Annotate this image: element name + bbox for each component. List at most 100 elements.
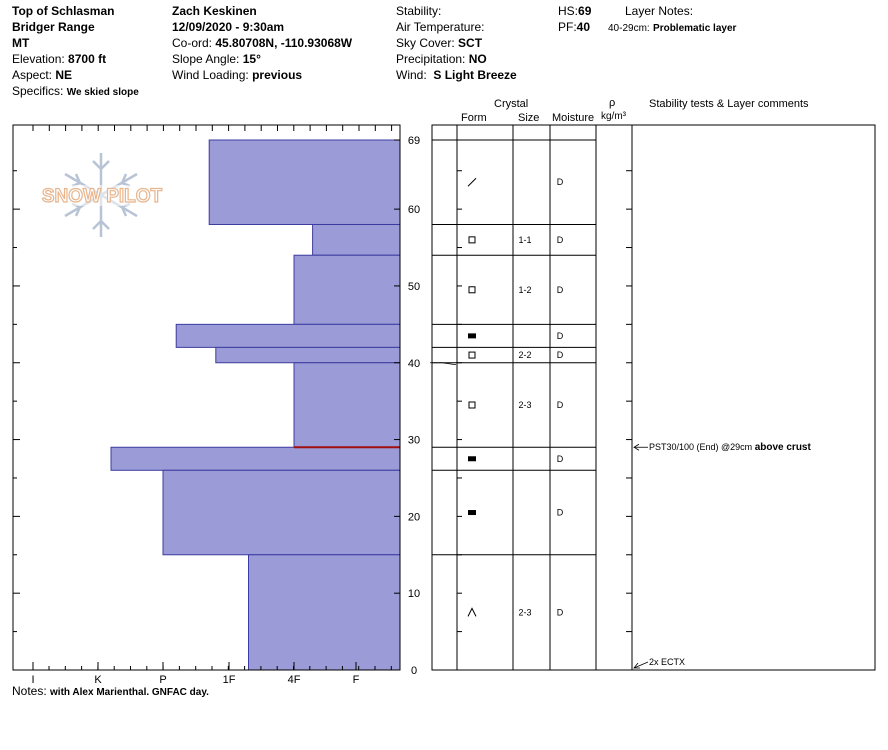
snowpack-info: HS:69 PF:40 — [558, 3, 591, 35]
hs-value: 69 — [578, 4, 592, 18]
coord-label: Co-ord: — [172, 36, 213, 50]
faceted-crystal-icon — [468, 236, 476, 244]
stability-test-comment: above crust — [755, 442, 812, 453]
hardness-tick-label: P — [159, 674, 166, 686]
hardness-tick-label: 4F — [288, 674, 301, 686]
elevation-value: 8700 ft — [68, 52, 107, 66]
precip-value: NO — [468, 52, 487, 66]
moisture-value: D — [557, 454, 564, 464]
hardness-tick-label: 1F — [223, 674, 236, 686]
hardness-bar — [312, 223, 401, 256]
crystal-size: 2-2 — [518, 350, 531, 360]
density-unit-header: kg/m³ — [601, 111, 626, 122]
melt-crust-icon — [468, 456, 476, 462]
decomposing-crystal-icon — [467, 177, 477, 187]
aspect-label: Aspect: — [12, 68, 53, 82]
moisture-header: Moisture — [552, 112, 595, 124]
crystal-size: 2-3 — [518, 400, 531, 410]
wind-loading-label: Wind Loading: — [172, 68, 249, 82]
height-tick-label: 20 — [408, 511, 420, 523]
observation-info: Zach Keskinen 12/09/2020 - 9:30am Co-ord… — [172, 3, 352, 83]
slope-value: 15° — [242, 52, 261, 66]
pf-value: 40 — [576, 20, 591, 34]
elevation-row: Elevation: 8700 ft — [12, 51, 139, 67]
aspect-row: Aspect: NE — [12, 67, 139, 83]
boundary-connector — [430, 362, 457, 366]
notes-value: with Alex Marienthal. GNFAC day. — [50, 687, 209, 698]
wind-label: Wind: — [396, 68, 427, 82]
notes-label: Notes: — [12, 684, 47, 698]
comments-header: Stability tests & Layer comments — [649, 98, 809, 110]
test-arrowhead — [633, 662, 640, 669]
moisture-value: D — [557, 400, 564, 410]
layer-note-text: Problematic layer — [653, 23, 737, 34]
layer-notes-label: Layer Notes: — [625, 4, 694, 18]
slope-label: Slope Angle: — [172, 52, 240, 66]
elevation-label: Elevation: — [12, 52, 65, 66]
melt-crust-icon — [468, 510, 476, 516]
crystal-size: 1-1 — [518, 235, 531, 245]
specifics-label: Specifics: — [12, 84, 64, 98]
pf-label: PF: — [558, 20, 577, 34]
wind-value: S Light Breeze — [433, 68, 517, 82]
hardness-bar — [248, 554, 401, 671]
sky-row: Sky Cover: SCT — [396, 35, 517, 51]
layer-note: 40-29cm: Problematic layer — [608, 19, 736, 37]
faceted-crystal-icon — [468, 401, 476, 409]
faceted-crystal-icon — [468, 286, 476, 294]
height-tick-label: 0 — [411, 665, 417, 677]
height-tick-label: 40 — [408, 358, 420, 370]
crystal-size: 1-2 — [518, 285, 531, 295]
hardness-tick-label: I — [31, 674, 34, 686]
conditions-info: Stability: Air Temperature: Sky Cover: S… — [396, 3, 517, 83]
hardness-bar — [215, 346, 401, 364]
logo-text: SNOW PILOT — [42, 186, 163, 207]
hardness-plot-frame — [12, 124, 401, 671]
coord-row: Co-ord: 45.80708N, -110.93068W — [172, 35, 352, 51]
hardness-bar — [293, 254, 401, 325]
precip-row: Precipitation: NO — [396, 51, 517, 67]
hardness-tick-label: F — [353, 674, 360, 686]
range-name: Bridger Range — [12, 20, 95, 34]
height-tick-label: 50 — [408, 281, 420, 293]
moisture-value: D — [557, 177, 564, 187]
hardness-bar — [110, 446, 401, 471]
moisture-value: D — [557, 331, 564, 341]
pf-row: PF:40 — [558, 19, 591, 35]
stability-test-text: 2x ECTX — [649, 657, 685, 667]
specifics-value: We skied slope — [66, 87, 139, 98]
hs-row: HS:69 — [558, 3, 591, 19]
height-tick-label: 10 — [408, 588, 420, 600]
sky-value: SCT — [458, 36, 483, 50]
moisture-value: D — [557, 508, 564, 518]
aspect-value: NE — [55, 68, 73, 82]
moisture-value: D — [557, 607, 564, 617]
faceted-crystal-icon — [468, 351, 476, 359]
form-header: Form — [461, 112, 487, 124]
height-tick-label: 69 — [408, 135, 420, 147]
wind-loading-row: Wind Loading: previous — [172, 67, 352, 83]
state-name: MT — [12, 36, 30, 50]
wind-loading-value: previous — [252, 68, 303, 82]
crystal-header: Crystal — [494, 98, 529, 110]
hardness-bar — [162, 469, 401, 556]
density-rho-header: ρ — [609, 97, 616, 109]
moisture-value: D — [557, 350, 564, 360]
stability-test-text: PST30/100 (End) @29cm above crust — [649, 442, 811, 453]
sky-label: Sky Cover: — [396, 36, 455, 50]
precip-label: Precipitation: — [396, 52, 466, 66]
specifics-row: Specifics: We skied slope — [12, 83, 139, 101]
melt-crust-icon — [468, 333, 476, 339]
test-arrowhead — [633, 443, 640, 451]
snowpilot-logo: SNOW PILOT — [34, 153, 170, 237]
depth-hoar-icon — [467, 607, 477, 617]
height-tick-label: 30 — [408, 435, 420, 447]
moisture-value: D — [557, 235, 564, 245]
hardness-tick-label: K — [94, 674, 102, 686]
size-header: Size — [518, 112, 540, 124]
wind-row: Wind: S Light Breeze — [396, 67, 517, 83]
observation-datetime: 12/09/2020 - 9:30am — [172, 20, 285, 34]
layer-table-frame — [431, 124, 876, 671]
moisture-value: D — [557, 285, 564, 295]
hs-label: HS: — [558, 4, 579, 18]
